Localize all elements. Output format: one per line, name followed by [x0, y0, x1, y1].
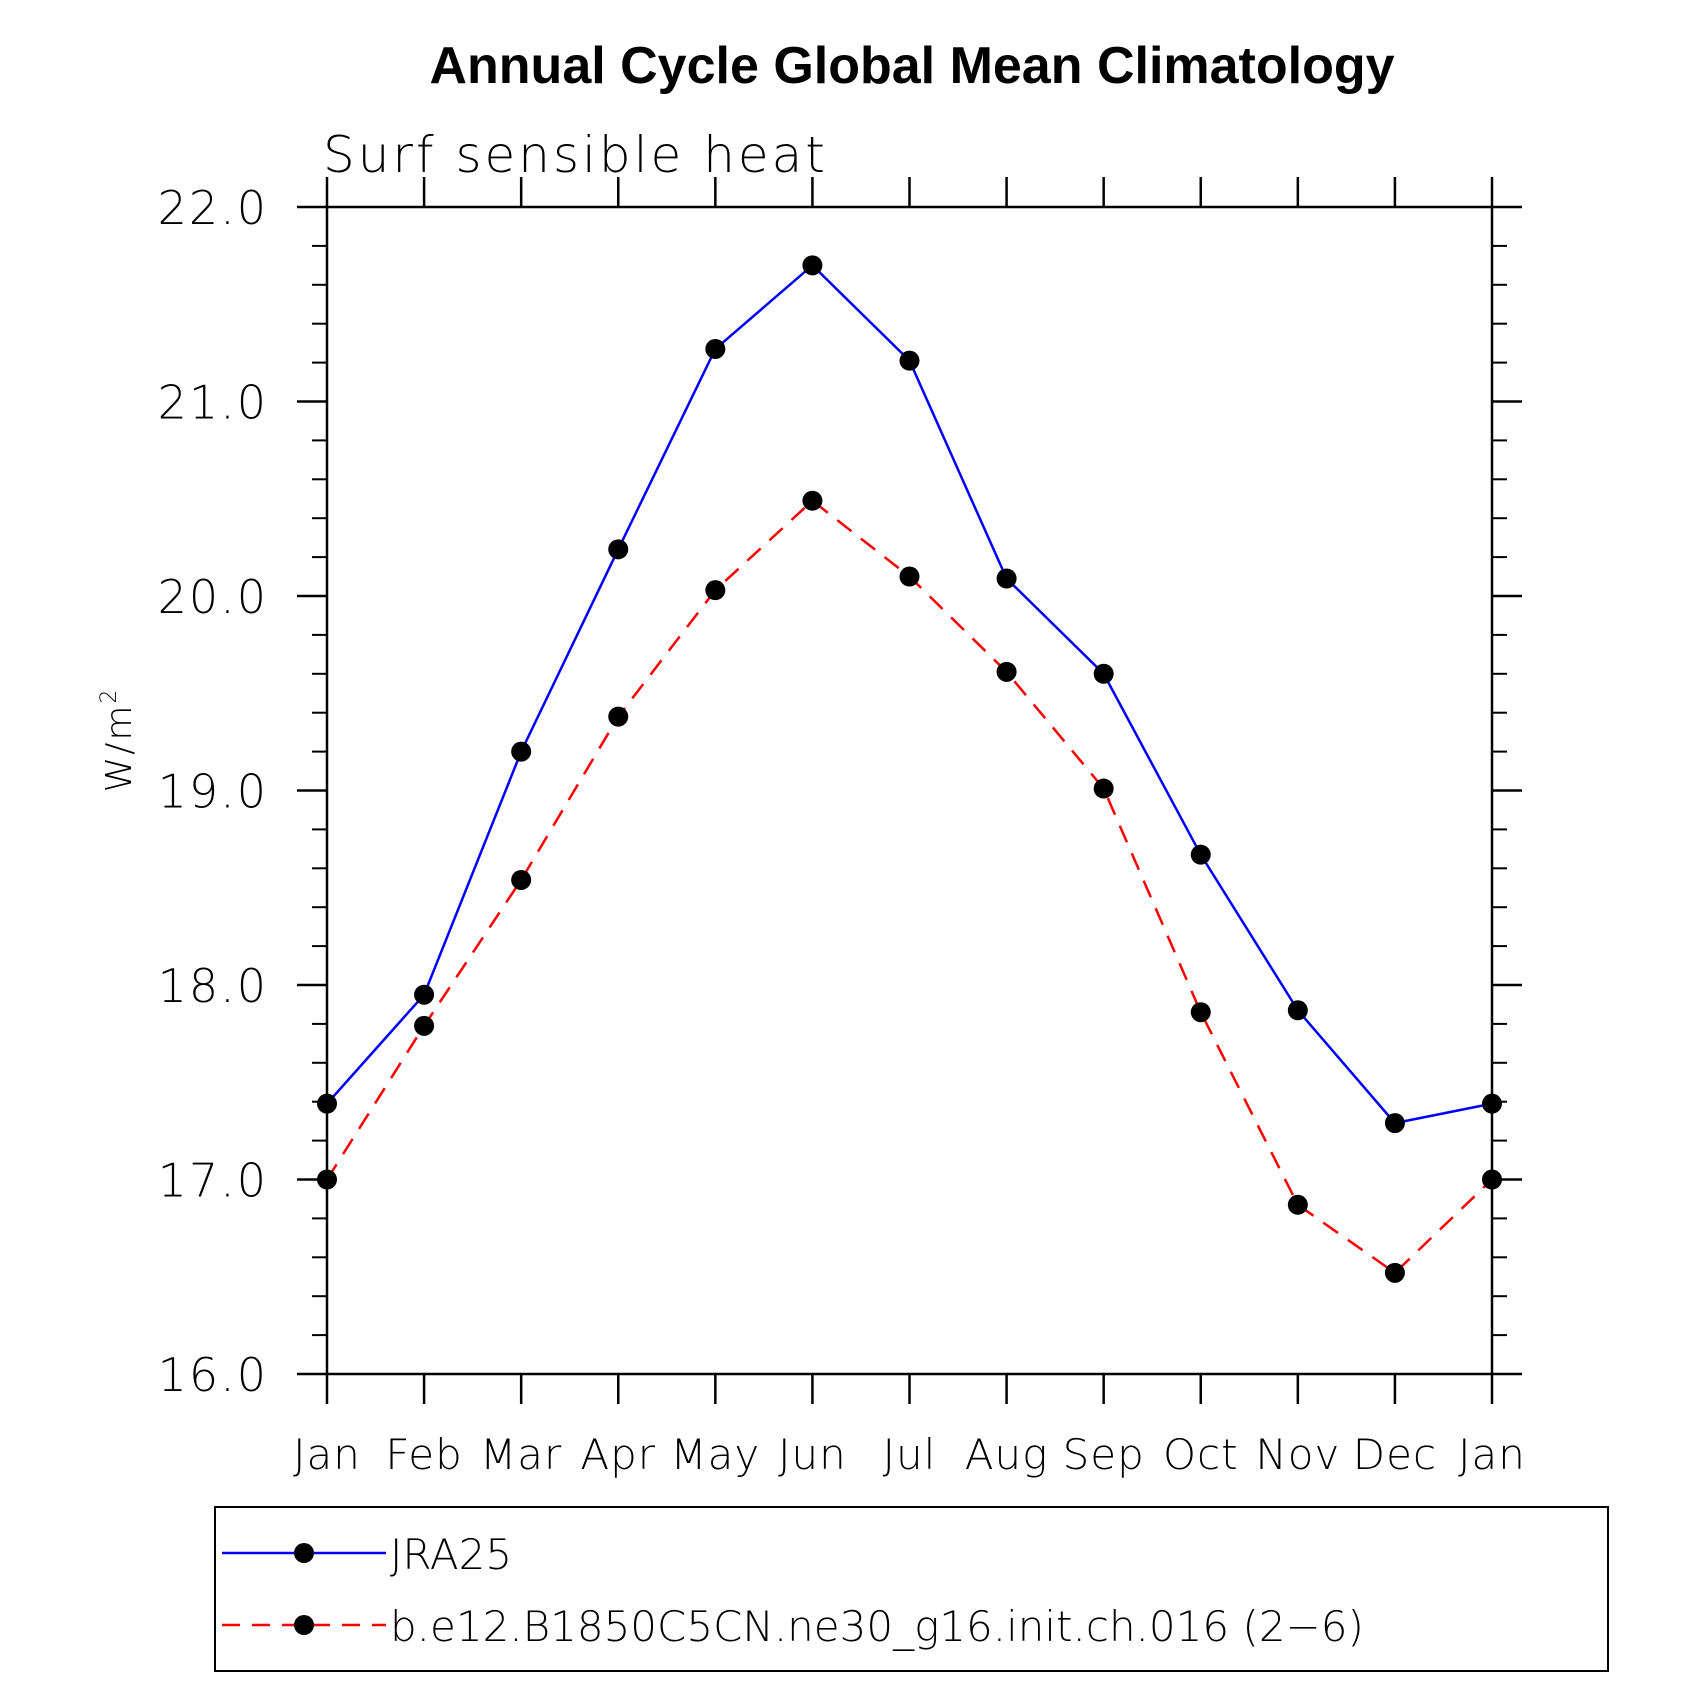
- y-tick-label: 21.0: [158, 376, 268, 430]
- x-ticks: [325, 177, 1494, 1404]
- legend-label-jra25: JRA25: [390, 1530, 512, 1579]
- data-point-model: [1384, 1262, 1405, 1283]
- x-tick-label: Nov: [1255, 1430, 1340, 1479]
- y-tick-label: 22.0: [158, 181, 268, 235]
- y-axis-label: W/m2: [97, 688, 140, 793]
- x-tick-label: Dec: [1353, 1430, 1437, 1479]
- data-point-jra25: [996, 568, 1017, 589]
- y-tick-label: 17.0: [158, 1154, 268, 1208]
- x-tick-label: Jun: [778, 1430, 847, 1479]
- y-tick-label: 19.0: [158, 765, 268, 819]
- x-tick-label: Feb: [385, 1430, 462, 1479]
- data-point-model: [1287, 1194, 1308, 1215]
- data-point-jra25: [317, 1093, 337, 1114]
- data-point-jra25: [1093, 663, 1114, 684]
- y-tick-label: 20.0: [158, 570, 268, 624]
- y-axis-label-text: W/m: [99, 704, 140, 793]
- data-point-jra25: [1482, 1093, 1502, 1114]
- data-point-jra25: [1287, 1000, 1308, 1021]
- x-tick-label: Mar: [480, 1430, 562, 1479]
- data-point-model: [1093, 778, 1114, 799]
- data-point-jra25: [414, 984, 435, 1005]
- x-tick-label: Jan: [1458, 1430, 1526, 1479]
- y-axis-label-superscript: 2: [97, 688, 122, 704]
- legend-marker-jra25: [294, 1543, 314, 1563]
- chart-title: Annual Cycle Global Mean Climatology: [429, 37, 1394, 95]
- legend-label-model: b.e12.B1850C5CN.ne30_g16.init.ch.016 (2−…: [390, 1602, 1364, 1651]
- x-tick-label: Jan: [293, 1430, 361, 1479]
- data-point-jra25: [802, 255, 823, 276]
- data-point-jra25: [899, 350, 920, 371]
- data-point-jra25: [511, 741, 532, 762]
- data-point-jra25: [705, 338, 726, 359]
- data-point-model: [802, 490, 823, 511]
- data-point-model: [996, 661, 1017, 682]
- data-point-jra25: [608, 539, 629, 560]
- series-points: [317, 255, 1502, 1283]
- x-tick-label: Sep: [1063, 1430, 1145, 1479]
- x-tick-label: Oct: [1163, 1430, 1239, 1479]
- y-minor-ticks: [312, 244, 1507, 1337]
- x-tick-label: Jul: [883, 1430, 937, 1479]
- x-tick-labels: Jan Feb Mar Apr May Jun Jul Aug Sep Oct Nov Dec Jan: [293, 1430, 1526, 1479]
- y-tick-label: 16.0: [158, 1348, 268, 1402]
- data-point-model: [511, 869, 532, 890]
- data-point-model: [705, 580, 726, 601]
- y-tick-label: 18.0: [158, 959, 268, 1013]
- data-point-model: [414, 1015, 435, 1036]
- data-point-model: [1482, 1169, 1502, 1190]
- chart-subtitle: Surf sensible heat: [323, 126, 828, 184]
- data-point-model: [899, 566, 920, 587]
- legend-marker-model: [294, 1615, 314, 1635]
- x-tick-label: Aug: [965, 1430, 1049, 1479]
- legend: JRA25 b.e12.B1850C5CN.ne30_g16.init.ch.0…: [214, 1506, 1609, 1672]
- data-point-model: [317, 1169, 337, 1190]
- legend-box: [214, 1506, 1609, 1672]
- data-point-model: [1190, 1002, 1211, 1023]
- x-tick-label: Apr: [580, 1430, 656, 1479]
- y-tick-labels: 16.0 17.0 18.0 19.0 20.0 21.0 22.0: [158, 181, 268, 1402]
- data-point-model: [608, 706, 629, 727]
- data-point-jra25: [1384, 1113, 1405, 1134]
- data-point-jra25: [1190, 844, 1211, 865]
- x-tick-label: May: [670, 1430, 760, 1479]
- svg-text:W/m2: W/m2: [97, 688, 140, 793]
